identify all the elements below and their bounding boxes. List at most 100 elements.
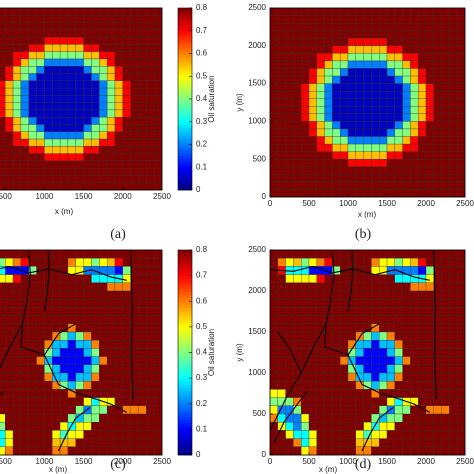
cell bbox=[44, 397, 53, 407]
cell bbox=[363, 128, 372, 137]
cell bbox=[91, 348, 100, 357]
cell bbox=[36, 372, 45, 382]
cell bbox=[293, 315, 302, 325]
cell bbox=[324, 174, 333, 183]
cell bbox=[293, 113, 302, 122]
cell bbox=[44, 175, 53, 183]
cell bbox=[355, 307, 364, 316]
cell bbox=[106, 109, 116, 118]
cell bbox=[99, 290, 108, 300]
cell bbox=[402, 181, 411, 190]
cell bbox=[433, 22, 442, 31]
cell bbox=[153, 44, 163, 52]
cell bbox=[457, 397, 466, 407]
cell bbox=[293, 90, 302, 99]
cell bbox=[277, 45, 286, 54]
cell bbox=[355, 364, 364, 374]
cell bbox=[449, 7, 458, 16]
colorbar-segment bbox=[178, 79, 192, 83]
cell bbox=[324, 90, 333, 99]
cell bbox=[146, 124, 155, 132]
cell bbox=[355, 323, 364, 333]
colorbar-segment bbox=[178, 349, 192, 353]
cell bbox=[153, 413, 163, 423]
cell bbox=[386, 364, 396, 374]
cell bbox=[324, 106, 333, 115]
colorbar-segment bbox=[178, 278, 192, 283]
cell bbox=[425, 430, 435, 439]
colorbar-segment bbox=[178, 374, 192, 379]
cell bbox=[386, 30, 396, 39]
cell bbox=[285, 53, 294, 62]
cell bbox=[83, 372, 92, 382]
cell bbox=[386, 323, 396, 333]
cell bbox=[324, 274, 333, 284]
cell bbox=[52, 109, 61, 118]
cell bbox=[83, 124, 92, 132]
cell bbox=[371, 166, 380, 175]
colorbar-segment bbox=[178, 59, 192, 63]
cell bbox=[75, 290, 84, 300]
cell bbox=[153, 109, 163, 118]
cell bbox=[20, 102, 29, 111]
cell bbox=[5, 175, 14, 183]
cell bbox=[410, 438, 419, 448]
cell bbox=[402, 348, 411, 357]
cell bbox=[114, 430, 124, 439]
cell bbox=[99, 58, 108, 67]
cell bbox=[153, 307, 163, 316]
cell bbox=[277, 381, 286, 390]
cell bbox=[402, 98, 411, 107]
cell bbox=[91, 274, 100, 284]
cell bbox=[75, 307, 84, 316]
cell bbox=[449, 413, 458, 423]
cell bbox=[52, 405, 61, 415]
cell bbox=[5, 405, 14, 415]
colorbar-segment bbox=[178, 307, 192, 312]
colorbar-segment bbox=[178, 25, 192, 29]
cell bbox=[418, 290, 427, 300]
cell bbox=[277, 7, 286, 16]
cell bbox=[394, 299, 403, 308]
cell bbox=[5, 58, 14, 67]
colorbar-segment bbox=[178, 36, 192, 40]
cell bbox=[277, 22, 286, 31]
cell bbox=[363, 299, 372, 308]
cell bbox=[441, 30, 450, 39]
cell bbox=[5, 323, 14, 333]
cell bbox=[308, 282, 318, 292]
cell bbox=[75, 80, 84, 89]
cell bbox=[114, 422, 124, 431]
cell bbox=[441, 68, 450, 77]
cell bbox=[449, 299, 458, 308]
cell bbox=[285, 166, 294, 175]
x-tick-label: 500 bbox=[302, 199, 316, 208]
cell bbox=[106, 405, 116, 415]
cell bbox=[316, 143, 325, 152]
x-tick-label: 1000 bbox=[36, 457, 54, 466]
cell bbox=[99, 258, 108, 267]
cell bbox=[91, 138, 100, 147]
x-tick-label: 1000 bbox=[339, 199, 357, 208]
colorbar-label: Oil saturation bbox=[207, 75, 216, 122]
cell bbox=[36, 153, 45, 162]
x-tick-label: 1500 bbox=[378, 199, 396, 208]
cell bbox=[75, 15, 84, 23]
cell bbox=[75, 331, 84, 341]
cell bbox=[36, 175, 45, 183]
cell bbox=[363, 151, 372, 160]
cell bbox=[355, 136, 364, 145]
cell bbox=[44, 405, 53, 415]
cell bbox=[75, 356, 84, 366]
cell bbox=[12, 182, 22, 191]
cell bbox=[324, 113, 333, 122]
cell bbox=[379, 331, 388, 341]
cell bbox=[99, 153, 108, 162]
cell bbox=[138, 299, 147, 308]
cell bbox=[277, 282, 286, 292]
cell bbox=[114, 175, 124, 183]
cell bbox=[441, 372, 450, 382]
colorbar-tick-label: 0.5 bbox=[196, 322, 208, 331]
cell bbox=[371, 340, 380, 349]
cell bbox=[441, 174, 450, 183]
